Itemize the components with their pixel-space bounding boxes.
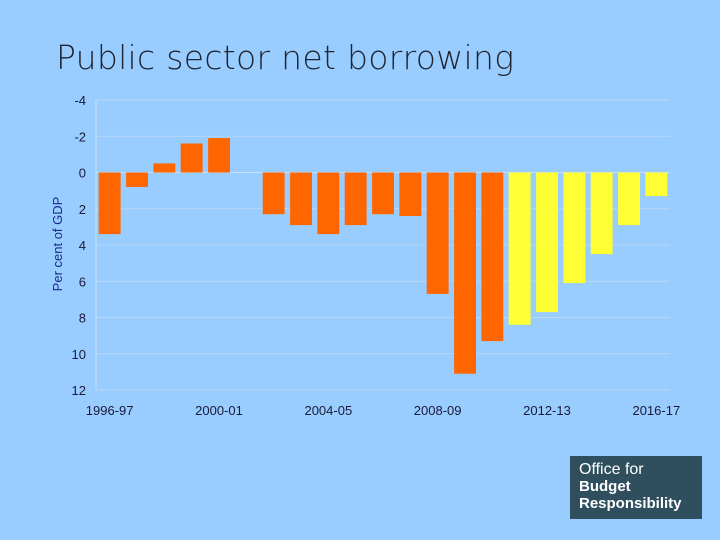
bar-2003-04 (290, 172, 312, 226)
y-tick-label: 2 (79, 202, 86, 217)
x-tick-label: 2004-05 (304, 403, 352, 418)
x-tick-labels: 1996-97 2000-01 2004-05 2008-09 2012-13 2016-… (86, 403, 680, 418)
bar-2002-03 (262, 172, 285, 215)
chart-bars (98, 138, 668, 374)
bar-2004-05 (317, 172, 340, 235)
y-tick-label: 12 (72, 383, 86, 398)
x-tick-label: 1996-97 (86, 403, 134, 418)
bar-2005-06 (344, 172, 367, 226)
bar-2010-11 (481, 172, 504, 342)
bar-1998-99 (153, 163, 176, 173)
bar-2014-15 (590, 172, 613, 255)
bar-2011-12 (508, 172, 531, 325)
y-tick-label: -4 (74, 93, 86, 108)
obr-logo: Office for Budget Responsibility (570, 456, 702, 519)
y-tick-labels: -4 -2 0 2 4 6 8 10 12 (72, 93, 86, 398)
y-tick-label: 8 (79, 311, 86, 326)
y-tick-label: 6 (79, 274, 86, 289)
logo-line-2: Budget (579, 478, 631, 495)
logo-line-3: Responsibility (579, 495, 682, 512)
bar-1996-97 (98, 172, 121, 235)
x-tick-label: 2000-01 (195, 403, 243, 418)
bar-2009-10 (454, 172, 476, 374)
bar-1997-98 (126, 172, 148, 187)
bar-2016-17 (645, 172, 668, 197)
bar-2000-01 (208, 138, 230, 173)
bar-2007-08 (399, 172, 422, 216)
y-tick-label: 4 (79, 238, 86, 253)
bar-2008-09 (426, 172, 449, 294)
bar-2015-16 (618, 172, 640, 226)
bar-2012-13 (536, 172, 558, 313)
bar-2006-07 (372, 172, 394, 215)
x-tick-label: 2012-13 (523, 403, 571, 418)
y-tick-label: -2 (74, 129, 86, 144)
bar-2013-14 (563, 172, 586, 284)
logo-line-1: Office for (579, 461, 644, 478)
bar-1999-00 (180, 143, 203, 173)
y-tick-label: 10 (72, 347, 86, 362)
x-tick-label: 2016-17 (632, 403, 680, 418)
y-axis-label: Per cent of GDP (50, 197, 65, 292)
y-tick-label: 0 (79, 166, 86, 181)
x-tick-label: 2008-09 (414, 403, 462, 418)
slide-title: Public sector net borrowing (56, 38, 515, 77)
